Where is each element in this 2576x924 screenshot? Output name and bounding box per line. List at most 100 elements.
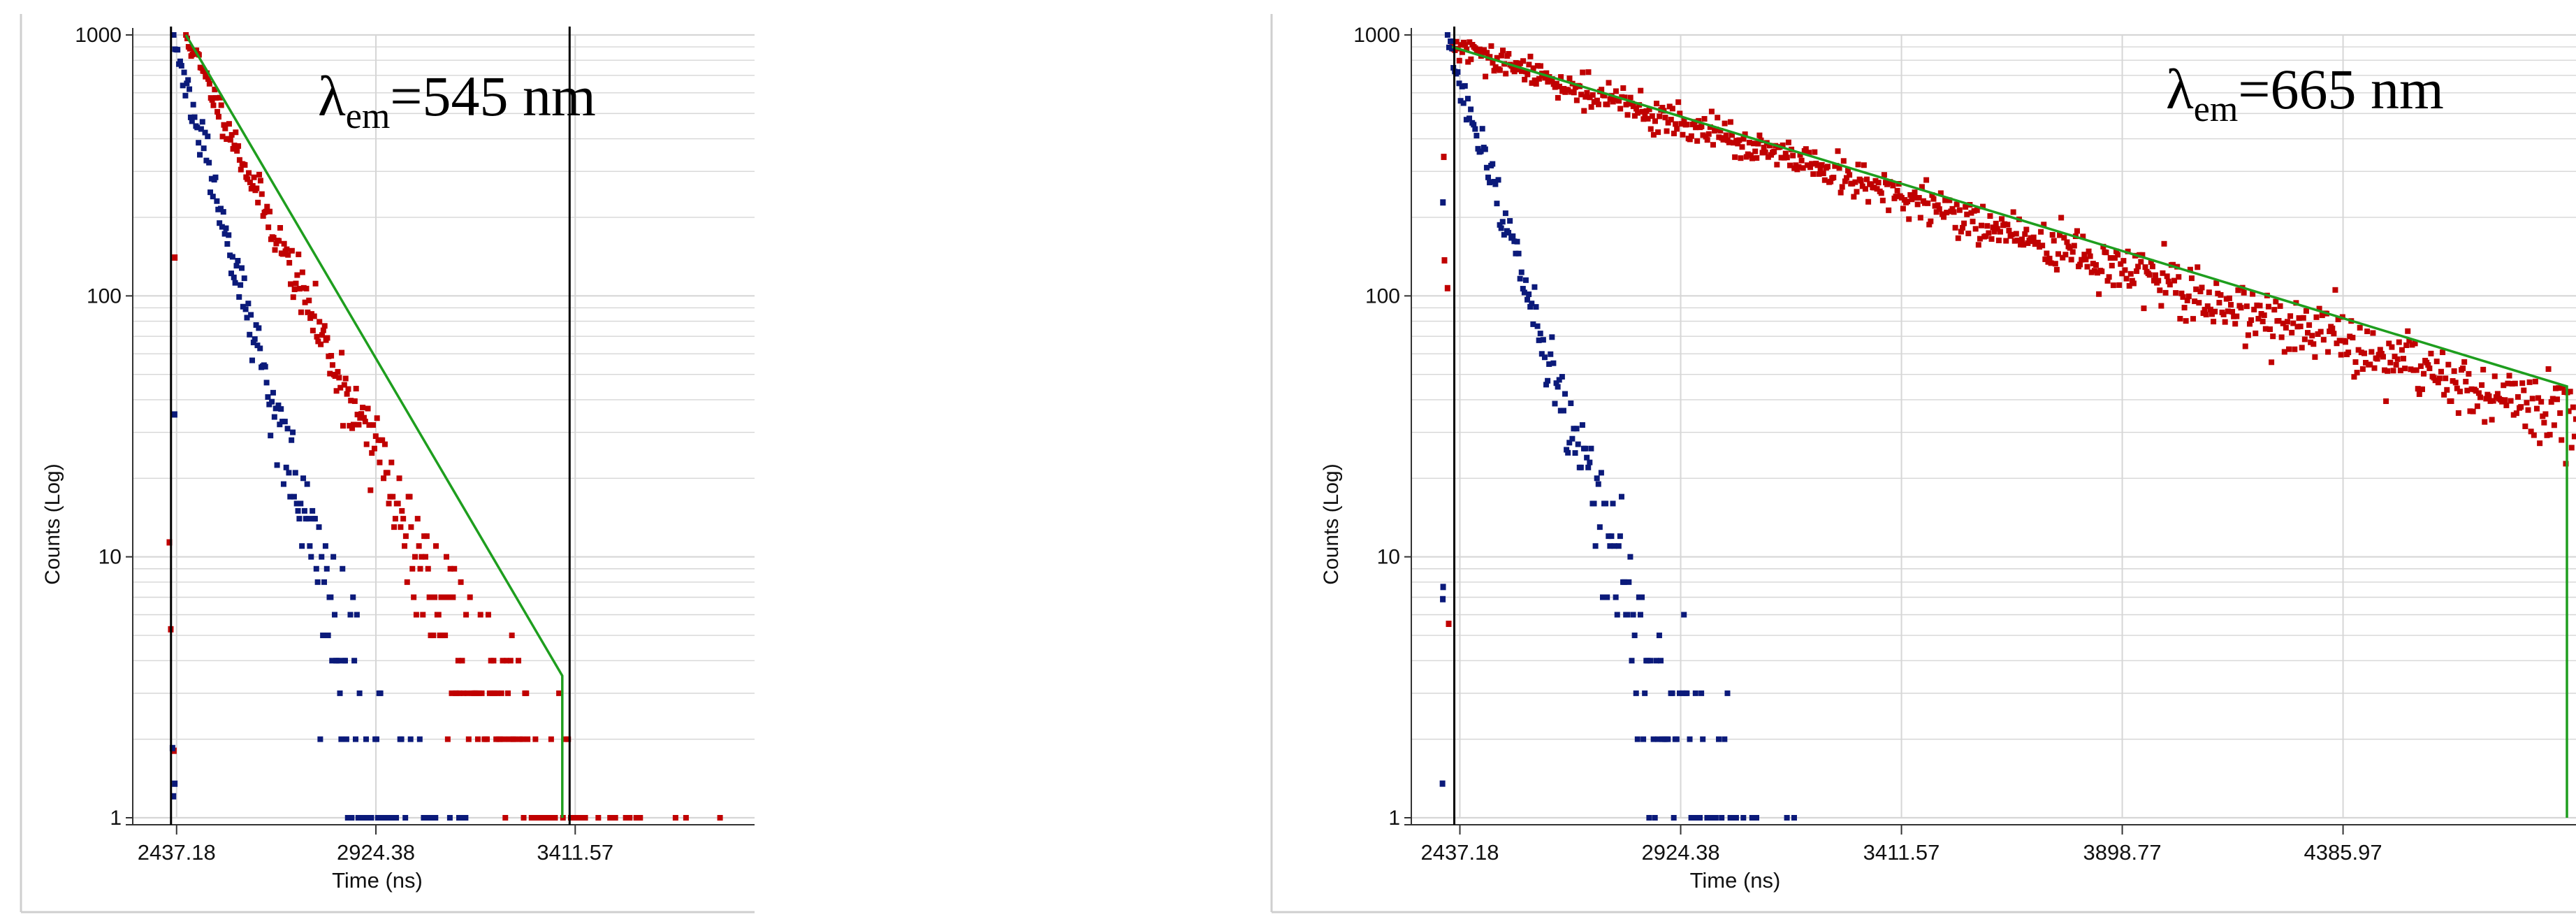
decay-point — [248, 186, 254, 192]
decay-point — [2212, 308, 2218, 315]
decay-point — [2416, 391, 2422, 397]
irf-point — [1650, 736, 1657, 742]
irf-point — [1584, 454, 1590, 461]
decay-point — [2169, 261, 2176, 268]
decay-point — [1607, 96, 1613, 102]
irf-point — [1656, 633, 1662, 639]
decay-point — [2086, 248, 2092, 254]
decay-point — [2364, 329, 2371, 335]
irf-point — [1536, 337, 1542, 343]
irf-point — [310, 507, 316, 514]
decay-point — [1606, 80, 1612, 86]
irf-point — [1626, 579, 1632, 585]
decay-point — [2387, 359, 2394, 366]
decay-point — [2048, 260, 2054, 266]
irf-point — [177, 58, 183, 64]
irf-point — [1692, 690, 1698, 696]
irf-point — [1463, 117, 1469, 123]
irf-point — [178, 63, 184, 69]
decay-point — [1573, 97, 1580, 103]
irf-point — [319, 554, 325, 560]
irf-point — [1575, 441, 1581, 447]
decay-point — [2482, 419, 2488, 425]
lambda-symbol: λ — [2166, 57, 2194, 121]
irf-point — [1722, 736, 1728, 742]
decay-point — [1710, 142, 1716, 148]
irf-point — [212, 174, 219, 180]
decay-point — [627, 815, 633, 821]
irf-point — [338, 736, 344, 742]
decay-point — [341, 382, 347, 388]
irf-point — [1754, 815, 1760, 821]
irf-point — [1566, 440, 1573, 446]
decay-point — [1762, 149, 1768, 155]
decay-point — [2561, 389, 2568, 395]
decay-point — [1687, 136, 1693, 143]
irf-point — [180, 82, 186, 89]
irf-point — [1640, 736, 1647, 742]
decay-point — [1643, 108, 1650, 114]
irf-point — [1511, 238, 1518, 245]
irf-point — [293, 500, 300, 507]
decay-point — [2242, 343, 2248, 349]
decay-point — [2560, 384, 2566, 391]
irf-point — [1595, 481, 1601, 487]
decay-point — [2306, 322, 2313, 329]
irf-point — [1497, 222, 1503, 228]
decay-point — [1988, 236, 1995, 242]
irf-point — [313, 565, 319, 572]
decay-point — [2399, 347, 2405, 353]
decay-point — [2368, 349, 2375, 355]
irf-point — [1459, 83, 1465, 89]
decay-point — [1588, 104, 1594, 110]
decay-point — [1861, 162, 1867, 168]
decay-point — [2540, 413, 2546, 419]
decay-point — [1840, 158, 1847, 164]
decay-point — [2358, 349, 2364, 356]
decay-point — [2009, 231, 2015, 238]
irf-point — [1501, 231, 1507, 238]
decay-point — [521, 815, 527, 821]
decay-point — [441, 594, 447, 600]
decay-point — [2046, 255, 2053, 261]
irf-point — [1485, 174, 1492, 180]
decay-point — [1520, 58, 1527, 64]
decay-point — [228, 131, 235, 138]
y-tick-label: 1 — [1388, 807, 1400, 830]
decay-point — [1536, 75, 1542, 82]
decay-point — [234, 147, 240, 154]
irf-point — [1645, 658, 1651, 664]
decay-point — [1849, 180, 1856, 187]
decay-point — [2251, 306, 2257, 312]
irf-point — [217, 220, 223, 226]
decay-point — [2528, 428, 2534, 435]
decay-point — [1793, 162, 1799, 168]
irf-point — [1456, 80, 1462, 87]
decay-point — [2287, 313, 2294, 319]
decay-point — [2329, 325, 2336, 331]
decay-point — [357, 414, 363, 421]
decay-point — [2019, 236, 2025, 243]
decay-point — [2490, 398, 2496, 404]
decay-point — [2412, 340, 2418, 347]
decay-point — [1782, 150, 1789, 157]
decay-point — [556, 690, 562, 696]
decay-point — [2061, 235, 2067, 241]
decay-point — [2350, 335, 2356, 341]
decay-point — [1894, 187, 1900, 194]
decay-point — [2188, 275, 2195, 282]
decay-point — [490, 658, 497, 664]
decay-point — [315, 338, 321, 345]
decay-point — [231, 143, 238, 149]
irf-point — [187, 114, 194, 120]
irf-point — [238, 282, 244, 288]
decay-point — [384, 470, 391, 476]
decay-point — [2510, 412, 2517, 418]
decay-point — [2231, 313, 2237, 319]
decay-point — [565, 736, 572, 742]
decay-point — [1886, 207, 1892, 213]
irf-point — [1653, 658, 1659, 664]
decay-point — [363, 441, 370, 447]
decay-point — [1879, 197, 1886, 203]
decay-point — [2013, 231, 2019, 237]
